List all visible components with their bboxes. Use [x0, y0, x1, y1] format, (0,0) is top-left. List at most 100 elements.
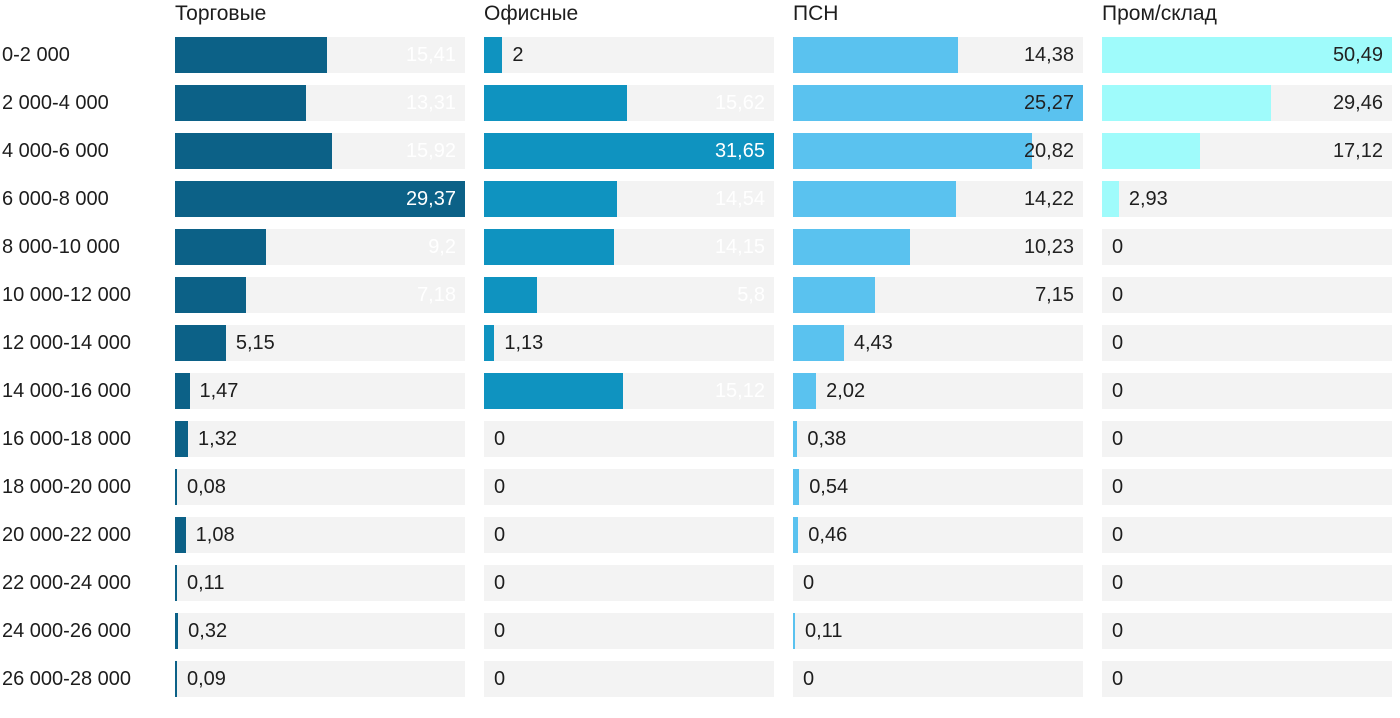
bar-track: 10,23	[793, 229, 1083, 265]
value-label: 14,54	[714, 188, 765, 210]
bar	[793, 133, 1032, 169]
value-label: 17,12	[1332, 140, 1383, 162]
series-header: Пром/склад	[1102, 2, 1217, 25]
bar-track: 0	[484, 661, 774, 697]
bar	[1102, 85, 1272, 121]
value-label: 0	[1112, 428, 1124, 450]
category-label: 16 000-18 000	[2, 428, 132, 450]
bar	[175, 37, 328, 73]
value-label: 10,23	[1023, 236, 1074, 258]
bar-track: 0	[1102, 565, 1392, 601]
bar-track: 0	[1102, 373, 1392, 409]
chart-row: 8 000-10 000 9,2 14,15 10,23 0	[0, 229, 1400, 265]
chart-rows: 0-2 000 15,41 2 14,38 50,49 2 000-4 000 13,31 1…	[0, 37, 1400, 697]
bar-track: 0	[484, 517, 774, 553]
value-label: 20,82	[1023, 140, 1074, 162]
chart-row: 12 000-14 000 5,15 1,13 4,43 0	[0, 325, 1400, 361]
bar-track: 0	[793, 661, 1083, 697]
bar-track: 1,47	[175, 373, 465, 409]
value-label: 0	[1112, 572, 1124, 594]
chart-row: 20 000-22 000 1,08 0 0,46 0	[0, 517, 1400, 553]
bar-track: 4,43	[793, 325, 1083, 361]
bar	[175, 661, 177, 697]
bar-track: 29,46	[1102, 85, 1392, 121]
bar	[175, 613, 179, 649]
category-label: 0-2 000	[2, 44, 70, 66]
category-label: 22 000-24 000	[2, 572, 132, 594]
bar	[793, 229, 911, 265]
value-label: 0,08	[187, 476, 226, 498]
bar-track: 15,62	[484, 85, 774, 121]
value-label: 0	[1112, 476, 1124, 498]
value-label: 0	[494, 572, 506, 594]
category-label: 2 000-4 000	[2, 92, 109, 114]
bar-track: 20,82	[793, 133, 1083, 169]
value-label: 0	[494, 620, 506, 642]
value-label: 9,2	[428, 236, 456, 258]
bar	[175, 229, 266, 265]
bar-track: 14,15	[484, 229, 774, 265]
chart-row: 2 000-4 000 13,31 15,62 25,27 29,46	[0, 85, 1400, 121]
bar-track: 0	[1102, 661, 1392, 697]
value-label: 15,62	[714, 92, 765, 114]
bar	[484, 133, 774, 169]
value-label: 0	[494, 476, 506, 498]
value-label: 13,31	[405, 92, 456, 114]
category-label: 8 000-10 000	[2, 236, 120, 258]
bar-track: 0	[484, 421, 774, 457]
value-label: 0,32	[188, 620, 228, 642]
bar	[175, 85, 307, 121]
bar	[175, 181, 465, 217]
bar	[484, 229, 614, 265]
bar	[793, 85, 1083, 121]
bar	[175, 469, 177, 505]
chart-row: 0-2 000 15,41 2 14,38 50,49	[0, 37, 1400, 73]
bar-track: 13,31	[175, 85, 465, 121]
value-label: 0	[1112, 236, 1124, 258]
bar	[1102, 133, 1201, 169]
value-label: 0,46	[808, 524, 848, 546]
bar-track: 0	[1102, 469, 1392, 505]
bar	[175, 325, 226, 361]
bar	[793, 517, 799, 553]
value-label: 1,47	[199, 380, 239, 402]
chart-row: 10 000-12 000 7,18 5,8 7,15 0	[0, 277, 1400, 313]
chart-row: 16 000-18 000 1,32 0 0,38 0	[0, 421, 1400, 457]
value-label: 15,92	[405, 140, 456, 162]
series-header: Торговые	[175, 2, 267, 25]
bar-track: 0	[484, 613, 774, 649]
bar-track: 50,49	[1102, 37, 1392, 73]
header-spacer	[0, 0, 156, 37]
category-label: 12 000-14 000	[2, 332, 132, 354]
chart-row: 26 000-28 000 0,09 0 0 0	[0, 661, 1400, 697]
bar-track: 2,93	[1102, 181, 1392, 217]
value-label: 0,09	[187, 668, 226, 690]
value-label: 1,08	[195, 524, 235, 546]
bar	[484, 181, 618, 217]
value-label: 0	[1112, 284, 1124, 306]
value-label: 4,43	[853, 332, 893, 354]
value-label: 5,8	[737, 284, 765, 306]
category-label: 18 000-20 000	[2, 476, 132, 498]
bar	[1102, 181, 1119, 217]
bar-track: 5,8	[484, 277, 774, 313]
bar	[175, 517, 186, 553]
bar-track: 0,08	[175, 469, 465, 505]
category-label: 26 000-28 000	[2, 668, 132, 690]
bar-track: 0	[1102, 325, 1392, 361]
category-label: 24 000-26 000	[2, 620, 132, 642]
value-label: 0	[803, 572, 815, 594]
bar	[793, 613, 795, 649]
value-label: 0	[494, 668, 506, 690]
chart-row: 18 000-20 000 0,08 0 0,54 0	[0, 469, 1400, 505]
value-label: 0,54	[809, 476, 849, 498]
chart-row: 4 000-6 000 15,92 31,65 20,82 17,12	[0, 133, 1400, 169]
value-label: 7,18	[417, 284, 456, 306]
bar-track: 0,38	[793, 421, 1083, 457]
bar	[793, 277, 876, 313]
bar-track: 15,92	[175, 133, 465, 169]
bar	[793, 373, 817, 409]
value-label: 15,12	[714, 380, 765, 402]
bar-track: 7,15	[793, 277, 1083, 313]
